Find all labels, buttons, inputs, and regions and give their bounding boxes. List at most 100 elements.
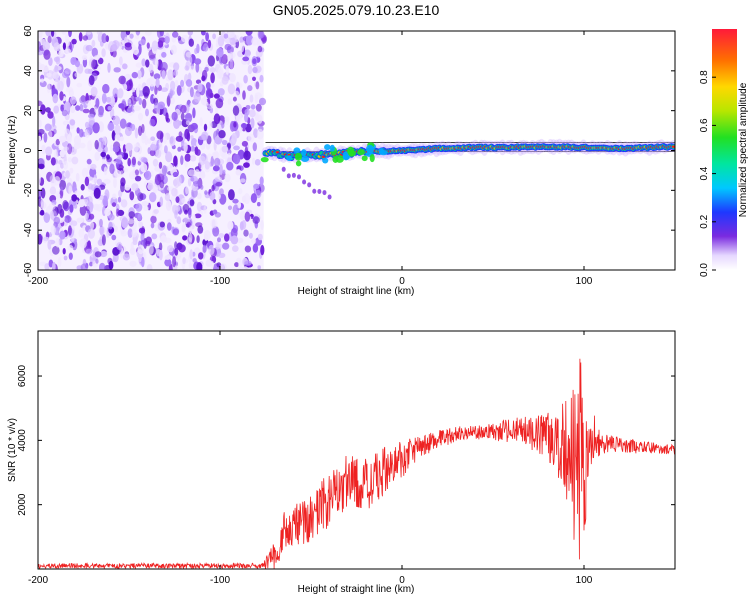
noise-speckle xyxy=(84,176,90,187)
snr-y-tick-label: 2000 xyxy=(17,493,28,516)
noise-speckle xyxy=(159,249,163,261)
noise-speckle xyxy=(120,230,128,237)
noise-speckle xyxy=(188,38,194,47)
noise-speckle xyxy=(214,136,222,145)
chart-title: GN05.2025.079.10.23.E10 xyxy=(273,2,440,18)
noise-speckle xyxy=(131,71,138,79)
noise-speckle xyxy=(149,149,156,157)
snr-x-tick-label: 0 xyxy=(399,575,405,586)
noise-speckle xyxy=(63,101,71,112)
noise-speckle xyxy=(82,108,90,114)
noise-speckle xyxy=(165,151,173,163)
noise-speckle xyxy=(52,245,60,255)
noise-speckle xyxy=(198,135,206,141)
noise-speckle xyxy=(115,208,120,217)
noise-speckle xyxy=(247,133,255,142)
noise-speckle xyxy=(141,58,146,67)
noise-speckle xyxy=(243,150,251,161)
noise-speckle xyxy=(111,44,118,52)
noise-speckle xyxy=(191,214,196,223)
noise-speckle xyxy=(172,228,179,236)
noise-speckle xyxy=(180,155,184,166)
noise-speckle xyxy=(171,36,176,43)
noise-speckle xyxy=(180,79,185,87)
noise-speckle xyxy=(47,111,54,119)
noise-speckle xyxy=(96,204,103,212)
noise-speckle xyxy=(252,142,257,152)
snr-panel: -200 -100 0 100 2000 4000 6000 Height of stra… xyxy=(7,330,676,595)
spectrogram-x-ticks: -200 -100 0 100 xyxy=(28,31,593,287)
noise-speckle xyxy=(221,121,225,129)
noise-speckle xyxy=(227,152,231,158)
noise-speckle xyxy=(136,86,140,98)
noise-speckle xyxy=(190,137,198,148)
noise-speckle xyxy=(91,59,98,70)
noise-speckle xyxy=(98,105,104,116)
noise-speckle xyxy=(38,158,46,166)
noise-speckle xyxy=(164,36,170,44)
noise-speckle xyxy=(99,218,103,228)
noise-speckle xyxy=(93,187,101,199)
noise-speckle xyxy=(55,138,60,146)
noise-speckle xyxy=(249,94,254,103)
spectrogram-x-tick-label: 0 xyxy=(399,276,405,287)
noise-speckle xyxy=(177,146,182,152)
noise-speckle xyxy=(203,101,209,107)
noise-speckle xyxy=(64,128,70,135)
noise-speckle xyxy=(217,35,225,47)
noise-speckle xyxy=(221,145,229,153)
noise-speckle xyxy=(120,182,125,193)
noise-speckle xyxy=(196,43,200,54)
noise-speckle xyxy=(189,65,196,71)
snr-y-axis-label: SNR (10 * v/v) xyxy=(7,418,18,482)
noise-speckle xyxy=(225,65,229,75)
noise-speckle xyxy=(232,245,239,253)
noise-speckle xyxy=(150,136,156,141)
noise-speckle xyxy=(239,178,246,183)
noise-speckle xyxy=(49,210,55,220)
noise-speckle xyxy=(241,266,249,270)
noise-speckle xyxy=(131,183,139,191)
noise-speckle xyxy=(50,157,56,166)
noise-speckle xyxy=(244,260,252,266)
noise-speckle xyxy=(243,229,249,237)
noise-speckle xyxy=(94,151,101,161)
trace-scatter-blob xyxy=(361,155,368,162)
noise-speckle xyxy=(221,76,229,85)
noise-speckle xyxy=(79,103,84,112)
noise-speckle xyxy=(185,186,189,195)
noise-speckle xyxy=(159,221,165,228)
noise-speckle xyxy=(229,51,236,59)
noise-speckle xyxy=(241,140,248,147)
noise-speckle xyxy=(45,107,51,113)
noise-speckle xyxy=(135,62,143,68)
trace-scatter-blob xyxy=(369,154,375,163)
noise-speckle xyxy=(257,265,262,270)
noise-speckle xyxy=(153,94,159,100)
spectrogram-y-tick-label: -40 xyxy=(23,223,34,238)
noise-speckle xyxy=(47,240,52,249)
trace-tail-blob xyxy=(322,190,327,196)
noise-speckle xyxy=(138,227,146,234)
noise-speckle xyxy=(107,62,111,73)
noise-speckle xyxy=(52,93,59,104)
noise-speckle xyxy=(243,162,250,168)
noise-speckle xyxy=(70,57,77,65)
trace-scatter-blob xyxy=(322,157,329,164)
spectrogram-trace xyxy=(260,138,675,200)
noise-speckle xyxy=(145,240,151,247)
noise-speckle xyxy=(127,158,131,167)
noise-speckle xyxy=(65,48,72,54)
noise-speckle xyxy=(115,157,122,164)
noise-speckle xyxy=(151,233,158,240)
noise-speckle xyxy=(189,249,193,260)
noise-speckle xyxy=(189,87,194,98)
noise-speckle xyxy=(101,48,106,58)
noise-speckle xyxy=(54,64,59,73)
noise-speckle xyxy=(245,34,254,46)
noise-speckle xyxy=(154,85,158,95)
noise-speckle xyxy=(58,160,63,165)
noise-speckle xyxy=(194,58,202,65)
noise-speckle xyxy=(229,73,236,83)
noise-speckle xyxy=(227,83,236,95)
